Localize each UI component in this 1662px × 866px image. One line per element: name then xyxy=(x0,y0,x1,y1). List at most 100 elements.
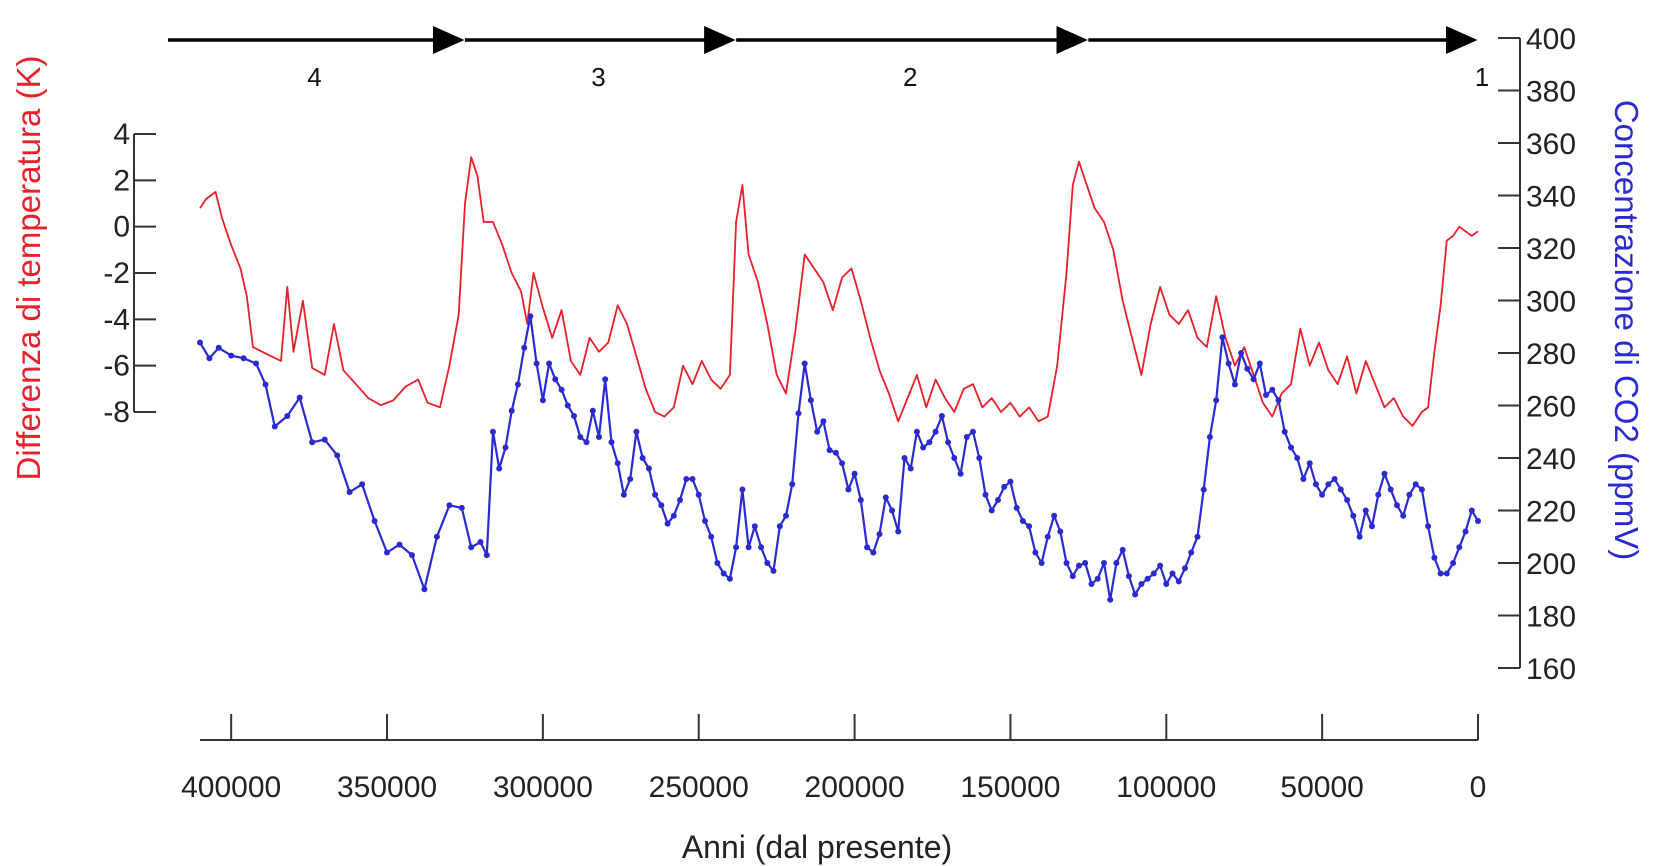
co2-point xyxy=(882,494,889,501)
co2-point xyxy=(321,436,328,443)
co2-point xyxy=(1344,497,1351,503)
co2-point xyxy=(1057,528,1064,535)
co2-point xyxy=(976,455,983,461)
period-label-3: 3 xyxy=(591,62,605,92)
co2-point xyxy=(1300,476,1307,482)
co2-point xyxy=(1001,483,1008,490)
y-axis-title-left: Differenza di temperatura (K) xyxy=(10,56,47,481)
co2-point xyxy=(1213,397,1220,404)
co2-point xyxy=(1281,428,1288,435)
co2-point xyxy=(1244,365,1251,372)
co2-point xyxy=(1225,360,1232,367)
co2-point xyxy=(521,344,528,351)
co2-point xyxy=(1219,334,1226,341)
co2-point xyxy=(1107,596,1114,603)
co2-point xyxy=(845,486,852,493)
co2-point xyxy=(820,418,827,425)
co2-point xyxy=(839,460,846,467)
co2-point xyxy=(1325,481,1332,488)
co2-point xyxy=(596,434,602,440)
co2-point xyxy=(1157,562,1164,569)
co2-point xyxy=(1362,507,1369,514)
co2-point xyxy=(995,497,1001,503)
co2-point xyxy=(851,470,858,477)
co2-point xyxy=(1019,518,1026,524)
co2-point xyxy=(1443,570,1450,577)
co2-point xyxy=(895,528,902,535)
co2-point xyxy=(508,407,515,414)
co2-point xyxy=(970,428,976,435)
co2-point xyxy=(1144,575,1151,582)
co2-point xyxy=(1387,486,1394,493)
co2-point xyxy=(1125,573,1132,580)
co2-point xyxy=(620,491,627,498)
co2-point xyxy=(1306,460,1313,467)
co2-point xyxy=(652,491,659,498)
co2-point xyxy=(564,402,571,409)
co2-point xyxy=(758,544,765,551)
co2-point xyxy=(496,465,503,472)
right-axis-tick-label: 340 xyxy=(1526,181,1576,214)
co2-point xyxy=(1082,560,1089,566)
co2-point xyxy=(1013,504,1020,511)
co2-point xyxy=(1406,491,1413,498)
co2-point xyxy=(346,489,353,496)
co2-point xyxy=(1007,478,1014,485)
x-axis-tick-label: 50000 xyxy=(1280,771,1363,804)
co2-point xyxy=(1319,491,1326,498)
co2-point xyxy=(1294,455,1301,461)
co2-point xyxy=(745,544,752,551)
co2-point xyxy=(1412,481,1419,488)
right-axis-tick-label: 300 xyxy=(1526,286,1576,319)
co2-point xyxy=(433,533,440,540)
co2-point xyxy=(714,560,721,566)
co2-point xyxy=(801,360,808,367)
right-axis-tick-label: 320 xyxy=(1526,233,1576,266)
co2-series xyxy=(197,313,1481,603)
co2-point xyxy=(533,360,540,367)
left-axis-tick-label: -6 xyxy=(103,350,130,383)
co2-point xyxy=(1026,523,1033,530)
co2-point xyxy=(826,447,833,454)
co2-point xyxy=(271,423,278,430)
co2-point xyxy=(1094,575,1101,582)
co2-point xyxy=(1275,397,1282,404)
co2-point xyxy=(409,552,415,559)
co2-point xyxy=(1194,533,1201,540)
co2-point xyxy=(1269,386,1276,393)
right-axis-tick-label: 400 xyxy=(1526,23,1576,56)
right-axis-tick-label: 220 xyxy=(1526,496,1576,529)
data-series xyxy=(197,156,1481,603)
co2-point xyxy=(988,507,995,514)
right-axis-tick-label: 240 xyxy=(1526,443,1576,476)
co2-point xyxy=(1238,350,1245,356)
co2-point xyxy=(215,344,222,351)
co2-point xyxy=(1437,570,1444,577)
co2-point xyxy=(1331,476,1338,482)
co2-point xyxy=(1456,544,1463,551)
co2-point xyxy=(889,507,895,514)
co2-point xyxy=(677,497,683,503)
co2-point xyxy=(920,444,927,451)
co2-point xyxy=(1263,392,1269,398)
co2-point xyxy=(1076,562,1082,569)
co2-point xyxy=(1188,549,1195,556)
left-axis-tick-label: -8 xyxy=(103,396,130,429)
x-axis-tick-label: 0 xyxy=(1470,771,1487,804)
left-axis-tick-label: -4 xyxy=(103,303,130,336)
co2-point xyxy=(1206,434,1213,440)
co2-point xyxy=(602,376,609,383)
co2-point xyxy=(483,552,490,559)
co2-point xyxy=(206,355,213,362)
co2-point xyxy=(664,520,671,527)
co2-point xyxy=(197,339,203,346)
co2-point xyxy=(502,444,509,451)
left-axis-tick-label: 4 xyxy=(113,118,130,151)
co2-point xyxy=(789,481,796,488)
co2-point xyxy=(1462,528,1469,535)
co2-point xyxy=(1400,512,1407,519)
co2-point xyxy=(864,544,871,551)
co2-point xyxy=(1132,591,1139,598)
